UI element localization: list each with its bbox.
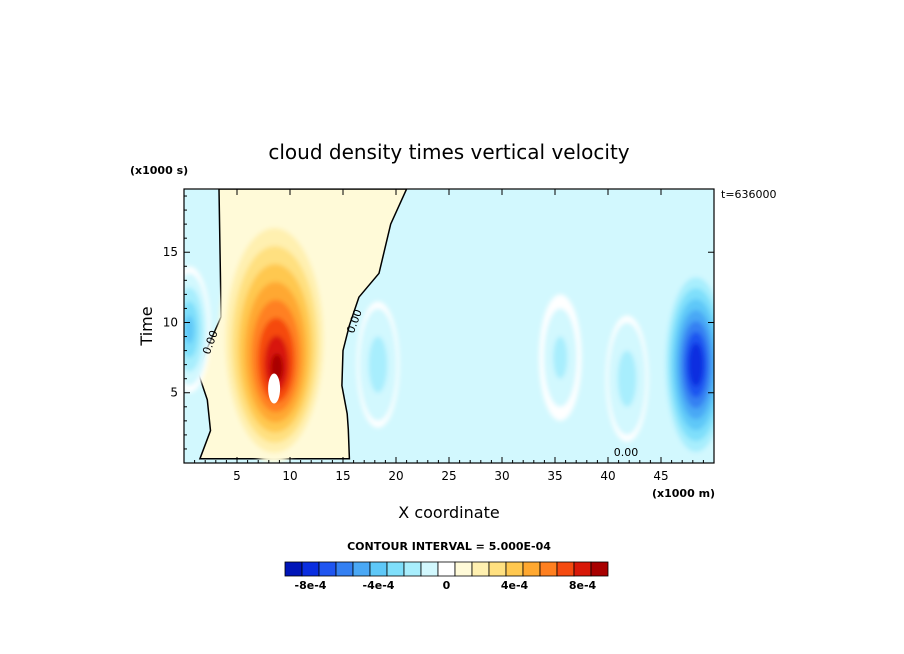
y-tick-label: 10 [163, 315, 178, 329]
y-unit-label: (x1000 s) [130, 164, 188, 177]
x-tick-label: 10 [282, 469, 297, 483]
contour-band [692, 353, 700, 376]
colorbar-tick-label: 4e-4 [501, 579, 529, 592]
colorbar-swatch [420, 561, 439, 577]
colorbar-swatch [471, 561, 490, 577]
contour-band [186, 322, 192, 337]
contour-band [557, 350, 563, 365]
x-tick-label: 15 [335, 469, 350, 483]
colorbar-swatch [369, 561, 388, 577]
downdraft-4 [356, 301, 400, 428]
x-unit-label: (x1000 m) [652, 487, 715, 500]
time-stamp: t=636000 [721, 188, 777, 201]
downdraft-5 [539, 294, 582, 421]
x-tick-label: 30 [494, 469, 509, 483]
chart-title: cloud density times vertical velocity [268, 140, 629, 164]
downdraft-6 [605, 315, 649, 442]
colorbar-tick-label: -4e-4 [363, 579, 395, 592]
colorbar-swatch [539, 561, 558, 577]
colorbar-swatch [335, 561, 354, 577]
colorbar [284, 561, 609, 577]
contour-band [375, 357, 381, 372]
contour-label: 0.00 [614, 446, 639, 459]
y-tick-label: 5 [170, 386, 178, 400]
colorbar-swatch [318, 561, 337, 577]
updraft-core-1 [219, 210, 330, 463]
colorbar-swatch [488, 561, 507, 577]
x-tick-label: 25 [441, 469, 456, 483]
colorbar-tick-label: 8e-4 [569, 579, 597, 592]
y-tick-label: 15 [163, 245, 178, 259]
colorbar-tick-label: 0 [443, 579, 451, 592]
downdraft-3 [184, 266, 211, 393]
colorbar-swatch [403, 561, 422, 577]
contour-band [624, 371, 630, 386]
colorbar-swatch [284, 561, 303, 577]
x-axis-label: X coordinate [398, 503, 499, 522]
contour-interval-label: CONTOUR INTERVAL = 5.000E-04 [347, 540, 551, 553]
colorbar-swatch [556, 561, 575, 577]
colorbar-swatch [505, 561, 524, 577]
plot-area [184, 189, 714, 463]
colorbar-swatch [386, 561, 405, 577]
contour-field [184, 189, 714, 463]
x-tick-label: 45 [653, 469, 668, 483]
x-tick-label: 35 [547, 469, 562, 483]
x-tick-label: 5 [233, 469, 241, 483]
axis-ticks [184, 189, 714, 463]
downdraft-2 [662, 266, 714, 463]
core-maximum [268, 373, 281, 404]
colorbar-swatch [454, 561, 473, 577]
colorbar-labels: -8e-4 -4e-4 0 4e-4 8e-4 [295, 579, 597, 592]
colorbar-swatch [590, 561, 609, 577]
colorbar-swatch [573, 561, 592, 577]
colorbar-swatch [437, 561, 456, 577]
colorbar-tick-label: -8e-4 [295, 579, 327, 592]
y-axis-label: Time [137, 306, 156, 346]
colorbar-swatch [522, 561, 541, 577]
x-tick-label: 40 [600, 469, 615, 483]
colorbar-swatch [352, 561, 371, 577]
colorbar-swatch [301, 561, 320, 577]
tick-labels: 5 10 15 20 25 30 35 40 45 5 10 15 [163, 245, 669, 483]
x-tick-label: 20 [388, 469, 403, 483]
